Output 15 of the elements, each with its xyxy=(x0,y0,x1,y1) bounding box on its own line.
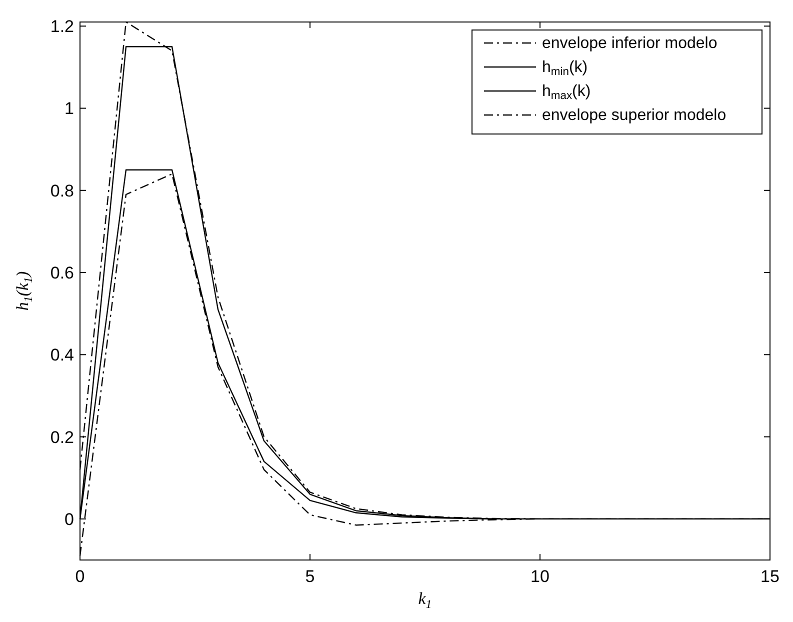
x-axis-title: k$_{1}$ xyxy=(418,589,432,611)
legend-label: h$_{min}$(k) xyxy=(542,59,588,78)
y-tick-label: 1.2 xyxy=(50,17,74,36)
y-tick-label: 0.2 xyxy=(50,428,74,447)
legend-label: h$_{max}$(k) xyxy=(542,83,591,102)
x-tick-label: 5 xyxy=(305,567,315,586)
y-tick-label: 0 xyxy=(64,510,74,529)
legend-label: envelope superior modelo xyxy=(542,107,726,124)
x-tick-label: 10 xyxy=(530,567,550,586)
legend-label: envelope inferior modelo xyxy=(542,35,718,52)
x-tick-label: 15 xyxy=(760,567,780,586)
y-tick-label: 0.6 xyxy=(50,264,74,283)
y-tick-label: 1 xyxy=(64,99,74,118)
y-tick-label: 0.8 xyxy=(50,181,74,200)
y-tick-label: 0.4 xyxy=(50,346,74,365)
